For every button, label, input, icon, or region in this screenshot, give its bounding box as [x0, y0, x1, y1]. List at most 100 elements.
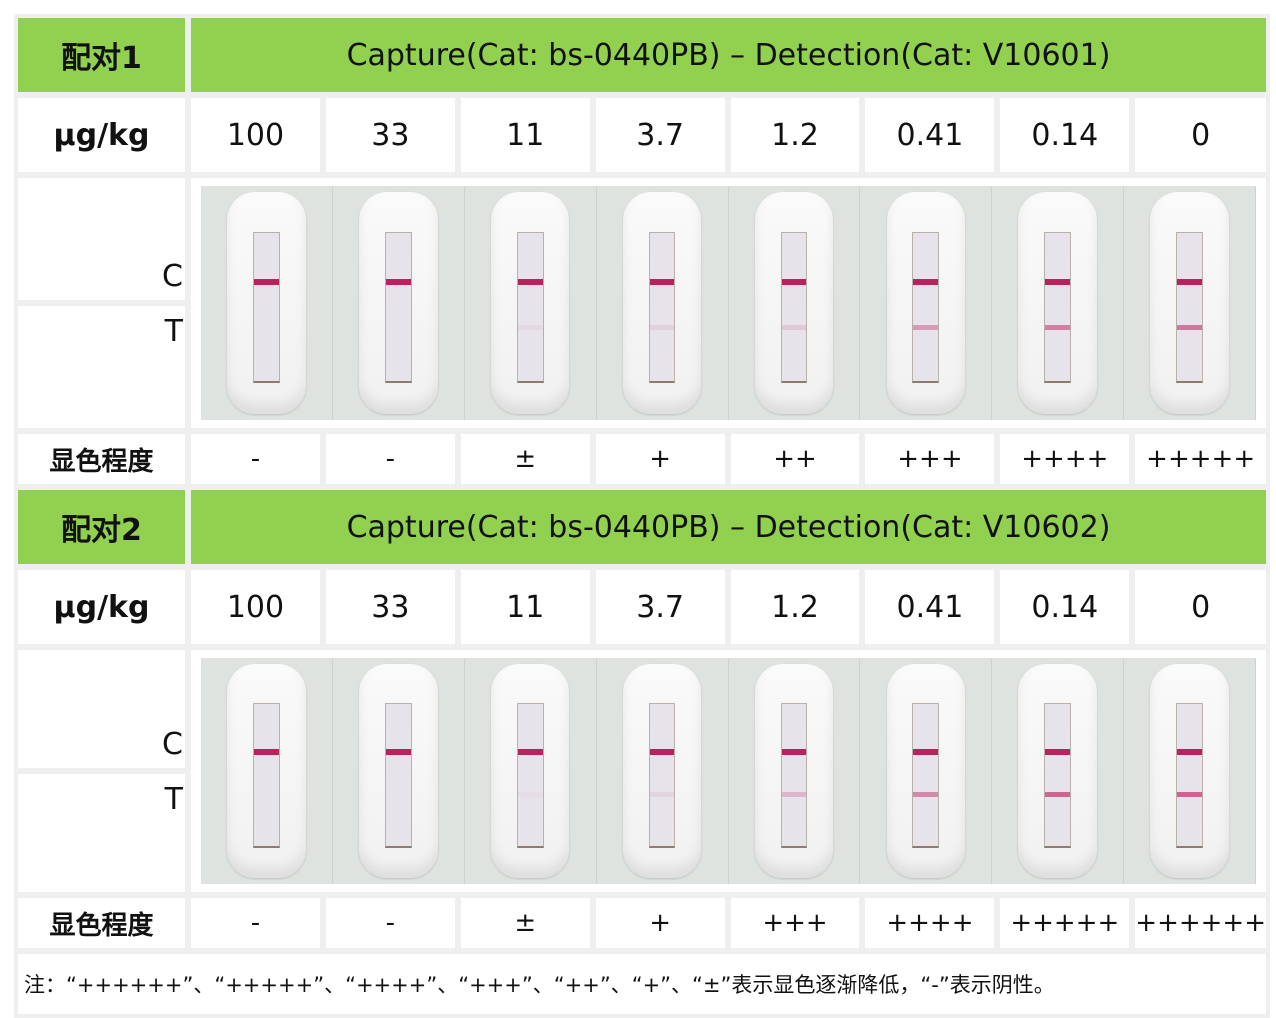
concentration-cell: 0.14	[1000, 98, 1130, 172]
concentration-cell: 3.7	[595, 98, 725, 172]
strip-window	[912, 702, 940, 849]
test-strip-photos	[191, 178, 1266, 428]
footnote: 注：“++++++”、“+++++”、“++++”、“+++”、“++”、“+”…	[18, 954, 1266, 1014]
c-label: C	[162, 727, 183, 762]
cassette	[490, 192, 570, 414]
cassette	[886, 192, 966, 414]
cassette	[359, 664, 438, 878]
concentration-cell: 33	[325, 98, 455, 172]
cassette	[1018, 664, 1097, 878]
concentration-cell: 0	[1135, 98, 1266, 172]
t-label: T	[164, 314, 183, 349]
degree-cell: -	[325, 434, 455, 484]
degree-cell: +++++	[1000, 898, 1130, 948]
test-strip	[464, 186, 597, 420]
control-line	[517, 749, 543, 756]
concentration-cell: 100	[191, 570, 320, 644]
degree-cell: +	[595, 434, 725, 484]
cassette	[1150, 192, 1229, 414]
results-table: 配对1 Capture(Cat: bs-0440PB) – Detection(C…	[14, 14, 1270, 1018]
test-strip	[201, 658, 333, 884]
strip-window	[516, 702, 544, 849]
control-line	[913, 278, 939, 285]
control-line	[254, 278, 279, 285]
test-line	[913, 324, 939, 330]
concentration-cell: 0.41	[865, 98, 995, 172]
pair-name: 配对1	[18, 18, 185, 92]
degree-label: 显色程度	[18, 898, 185, 948]
degree-cell: +	[595, 898, 725, 948]
degree-cell: +++	[730, 898, 860, 948]
test-strip	[728, 658, 861, 884]
degree-cell: +++	[865, 434, 995, 484]
test-strip	[860, 658, 993, 884]
test-strip	[464, 658, 597, 884]
test-line	[781, 791, 807, 797]
pair-title: Capture(Cat: bs-0440PB) – Detection(Cat:…	[191, 18, 1266, 92]
test-line	[517, 324, 543, 330]
strip-window	[253, 702, 280, 849]
cassette	[754, 664, 834, 878]
pair-name: 配对2	[18, 490, 185, 564]
unit-label: µg/kg	[18, 98, 185, 172]
c-label-box: C	[18, 178, 185, 300]
concentration-cell: 100	[191, 98, 320, 172]
t-label-box: T	[18, 306, 185, 428]
test-line	[518, 792, 543, 797]
test-strip	[332, 658, 465, 884]
concentration-cell: 0	[1135, 570, 1266, 644]
test-line	[649, 791, 675, 797]
concentration-cell: 1.2	[730, 570, 860, 644]
cassette	[1018, 192, 1097, 414]
test-line	[781, 324, 807, 330]
concentration-cell: 0.14	[1000, 570, 1130, 644]
test-strip-photos	[191, 650, 1266, 892]
degree-cell: ++++	[1000, 434, 1130, 484]
test-line	[1045, 324, 1071, 330]
test-line	[1177, 324, 1202, 330]
test-line	[1045, 791, 1071, 797]
concentration-cell: 1.2	[730, 98, 860, 172]
unit-label: µg/kg	[18, 570, 185, 644]
test-strip	[1124, 658, 1256, 884]
cassette	[754, 192, 834, 414]
concentration-cell: 11	[460, 570, 590, 644]
strip-window	[1176, 702, 1203, 849]
strip-window	[516, 231, 544, 383]
cassette	[359, 192, 438, 414]
strip-window	[384, 231, 412, 383]
c-label: C	[162, 259, 183, 294]
test-strip	[1124, 186, 1256, 420]
degree-cell: ++	[730, 434, 860, 484]
strip-window	[1176, 231, 1203, 383]
control-line	[385, 749, 411, 756]
control-line	[1045, 749, 1071, 756]
strip-window	[384, 702, 412, 849]
test-strip	[992, 658, 1125, 884]
test-line	[649, 324, 675, 330]
pair-title: Capture(Cat: bs-0440PB) – Detection(Cat:…	[191, 490, 1266, 564]
test-strip	[596, 186, 729, 420]
cassette	[490, 664, 570, 878]
strip-window	[780, 231, 808, 383]
cassette	[227, 192, 306, 414]
strip-window	[648, 702, 676, 849]
control-line	[1045, 278, 1071, 285]
degree-cell: -	[325, 898, 455, 948]
test-strip	[992, 186, 1125, 420]
degree-cell: ±	[460, 434, 590, 484]
degree-cell: +++++	[1135, 434, 1266, 484]
test-line	[1177, 791, 1202, 797]
degree-label: 显色程度	[18, 434, 185, 484]
control-line	[649, 749, 675, 756]
strip-window	[780, 702, 808, 849]
t-label-box: T	[18, 774, 185, 892]
strip-window	[912, 231, 940, 383]
test-strip	[728, 186, 861, 420]
test-strip	[596, 658, 729, 884]
concentration-cell: 33	[325, 570, 455, 644]
strip-window	[648, 231, 676, 383]
strip-window	[1044, 702, 1072, 849]
control-line	[913, 749, 939, 756]
